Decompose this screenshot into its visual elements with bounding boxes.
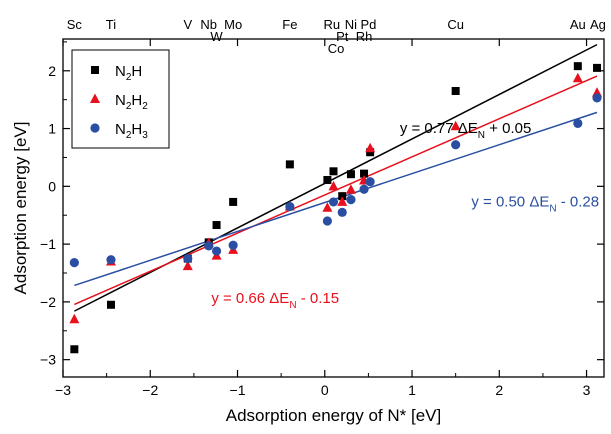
y-tick-label: 0 (48, 178, 56, 194)
point-N2H (593, 63, 602, 72)
point-N2H3 (69, 258, 79, 268)
metal-label: W (210, 29, 223, 44)
point-N2H (451, 87, 460, 95)
point-N2H3 (183, 253, 193, 264)
metal-label: Mo (224, 17, 242, 32)
x-tick-label: 3 (583, 382, 591, 398)
metal-label: Pt (336, 29, 349, 44)
point-N2H3 (106, 255, 116, 265)
point-N2H3 (573, 118, 583, 128)
metal-label: Pd (360, 17, 376, 32)
data-markers (69, 62, 603, 354)
x-axis-ticks: −3 −2 −1 0 1 2 3 (55, 39, 591, 398)
metal-label: Au (570, 17, 586, 32)
metal-label: Rh (356, 29, 373, 44)
point-N2H3 (337, 207, 347, 217)
point-N2H (285, 160, 294, 169)
metal-label: Cu (447, 17, 464, 32)
point-N2H3 (322, 216, 332, 226)
metal-label: Ag (590, 17, 606, 32)
point-N2H (212, 221, 221, 230)
point-N2H3 (228, 240, 238, 250)
metal-label: Nb (200, 17, 217, 32)
point-N2H2 (322, 202, 333, 212)
fit-equations: y = 0.77 ΔEN + 0.05 y = 0.66 ΔEN - 0.15 y … (211, 120, 599, 311)
point-N2H3 (346, 195, 356, 205)
point-N2H (70, 345, 79, 354)
legend-label-N2H: N2H (115, 63, 142, 83)
fit-equation-N2H: y = 0.77 ΔEN + 0.05 (400, 120, 532, 141)
fit-equation-N2H3: y = 0.50 ΔEN - 0.28 (471, 194, 599, 215)
point-N2H (106, 300, 115, 309)
point-N2H2 (182, 260, 193, 271)
point-N2H3 (365, 177, 375, 187)
legend-marker-N2H3 (90, 123, 100, 133)
y-tick-label: −2 (40, 294, 56, 310)
point-N2H3 (328, 197, 339, 207)
point-N2H2 (450, 120, 461, 131)
point-N2H (329, 167, 338, 176)
point-N2H (573, 62, 582, 71)
point-N2H3 (211, 246, 222, 256)
legend-label-N2H2: N2H2 (115, 92, 148, 112)
point-N2H (366, 148, 375, 157)
x-axis-title: Adsorption energy of N* [eV] (226, 406, 441, 425)
x-tick-label: −1 (230, 382, 246, 398)
point-N2H2 (328, 180, 339, 191)
point-N2H3 (451, 140, 461, 150)
x-tick-label: 1 (408, 382, 416, 398)
y-axis-title: Adsorption energy [eV] (11, 122, 30, 295)
metal-label: Ru (323, 17, 340, 32)
plot-frame (62, 38, 605, 378)
metal-label: Sc (67, 17, 83, 32)
metal-label: Fe (282, 17, 297, 32)
point-N2H (229, 197, 238, 206)
legend: N2H N2H2 N2H3 (71, 49, 170, 149)
point-N2H (346, 170, 355, 179)
metal-label: Co (328, 41, 345, 56)
metal-label: V (183, 17, 192, 32)
point-N2H (323, 175, 332, 184)
point-N2H (338, 192, 347, 201)
metal-label: Ti (106, 17, 116, 32)
x-tick-label: 0 (321, 382, 329, 398)
y-axis-ticks: −3 −2 −1 0 1 2 (40, 41, 604, 368)
legend-marker-N2H2 (90, 93, 100, 103)
legend-label-N2H3: N2H3 (115, 121, 148, 141)
y-tick-label: −3 (40, 352, 56, 368)
point-N2H3 (359, 184, 369, 194)
point-N2H3 (592, 93, 602, 103)
point-N2H3 (285, 201, 295, 212)
legend-marker-N2H (91, 66, 99, 74)
y-tick-label: −1 (40, 236, 56, 252)
legend-box (71, 49, 170, 149)
x-tick-label: −2 (142, 382, 158, 398)
x-tick-label: 2 (495, 382, 503, 398)
point-N2H (360, 169, 369, 178)
y-tick-label: 2 (48, 63, 56, 79)
point-N2H2 (365, 142, 376, 153)
x-tick-label: −3 (55, 382, 71, 398)
point-N2H3 (204, 241, 214, 251)
y-tick-label: 1 (48, 121, 56, 137)
point-N2H2 (337, 196, 348, 206)
fit-equation-N2H2: y = 0.66 ΔEN - 0.15 (211, 290, 339, 311)
metal-label: Ni (345, 17, 357, 32)
point-N2H2 (345, 184, 356, 194)
point-N2H2 (572, 72, 583, 83)
point-N2H2 (69, 313, 80, 324)
